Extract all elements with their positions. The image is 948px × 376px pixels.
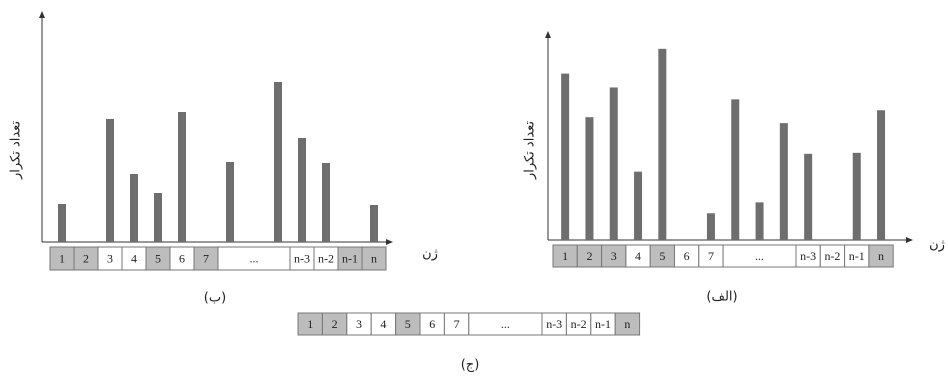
gene-cell — [361, 246, 387, 271]
bar — [561, 73, 570, 240]
gene-label: n — [624, 317, 630, 331]
gene-label: 5 — [405, 317, 411, 331]
bar — [852, 152, 861, 240]
bar — [585, 117, 594, 240]
y-axis-label: تعداد تکرار — [9, 121, 24, 180]
bar — [706, 213, 715, 240]
gene-label: n-1 — [849, 249, 865, 263]
gene-label: 6 — [684, 249, 690, 263]
gene-label: 5 — [659, 249, 665, 263]
bar — [370, 205, 378, 242]
gene-label: n-1 — [595, 317, 611, 331]
gene-label: ... — [501, 317, 510, 331]
caption: (ب) — [204, 291, 226, 306]
gene-label: ... — [250, 251, 259, 265]
bar — [178, 112, 186, 242]
gene-label: 3 — [107, 251, 113, 265]
bar — [322, 163, 330, 242]
bar — [58, 204, 66, 242]
gene-label: 4 — [380, 317, 386, 331]
gene-label: n-2 — [571, 317, 587, 331]
gene-label: n-2 — [318, 251, 334, 265]
gene-label: n-3 — [294, 251, 310, 265]
x-axis-label: ژن — [929, 238, 945, 253]
bar — [106, 119, 114, 242]
gene-label: 1 — [59, 251, 65, 265]
gene-label: 3 — [611, 249, 617, 263]
bar — [609, 87, 618, 240]
gene-label: n-1 — [342, 251, 358, 265]
bar — [755, 202, 764, 240]
gene-label: 7 — [203, 251, 209, 265]
gene-label: ... — [755, 249, 764, 263]
gene-cell — [868, 244, 894, 268]
gene-label: n-2 — [824, 249, 840, 263]
bar — [298, 138, 306, 242]
bar — [154, 193, 162, 242]
caption: (الف) — [706, 290, 737, 305]
gene-label: n — [371, 251, 377, 265]
caption: (ج) — [461, 358, 480, 373]
gene-label: 1 — [562, 249, 568, 263]
bar — [130, 174, 138, 242]
gene-label: n — [878, 249, 884, 263]
bar — [274, 82, 282, 242]
gene-label: 7 — [708, 249, 714, 263]
gene-cell — [614, 312, 641, 336]
gene-label: 2 — [586, 249, 592, 263]
gene-label: 7 — [454, 317, 460, 331]
gene-label: 6 — [179, 251, 185, 265]
bar — [658, 48, 667, 240]
bar — [779, 123, 788, 240]
gene-label: 1 — [307, 317, 313, 331]
bar — [226, 162, 234, 242]
gene-label: 4 — [635, 249, 641, 263]
gene-label: 6 — [429, 317, 435, 331]
gene-label: n-3 — [800, 249, 816, 263]
bar — [877, 110, 886, 240]
gene-label: 2 — [332, 317, 338, 331]
bar — [804, 153, 813, 240]
gene-label: 4 — [131, 251, 137, 265]
gene-label: 5 — [155, 251, 161, 265]
bar — [634, 171, 643, 240]
gene-label: n-3 — [546, 317, 562, 331]
x-axis-label: ژن — [422, 247, 438, 262]
gene-label: 3 — [356, 317, 362, 331]
bar — [731, 99, 740, 240]
y-axis-label: تعداد تکرار — [523, 121, 538, 180]
gene-label: 2 — [83, 251, 89, 265]
